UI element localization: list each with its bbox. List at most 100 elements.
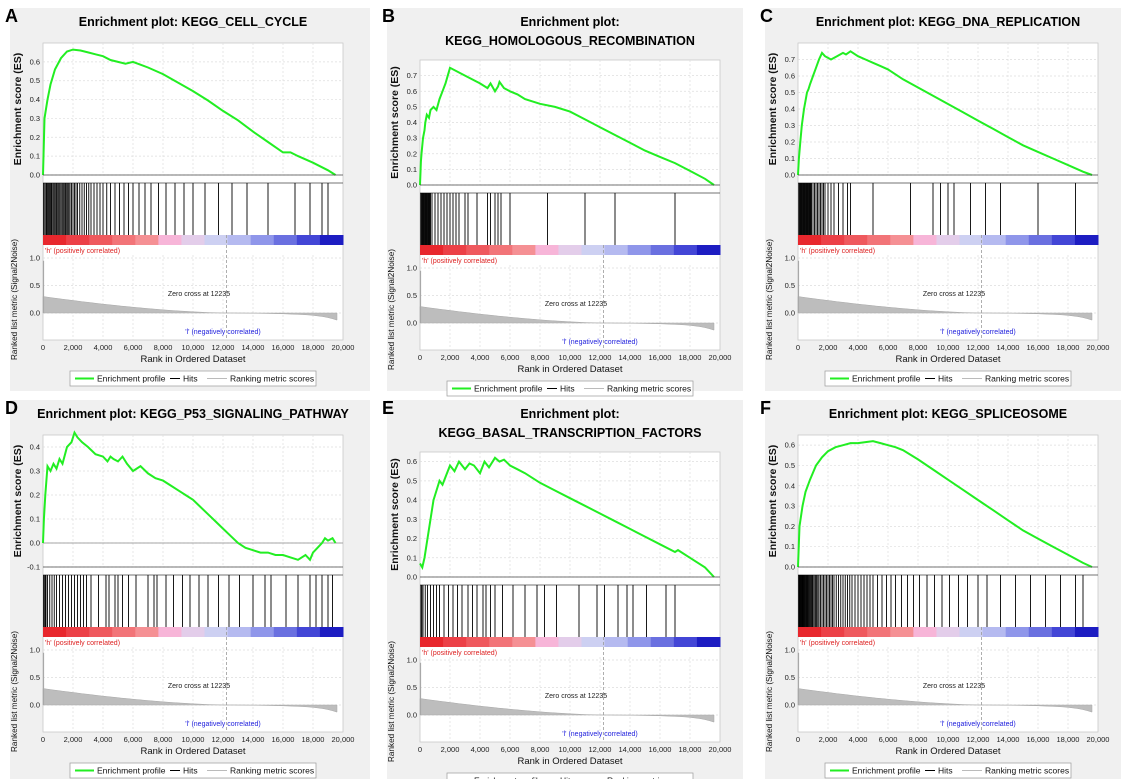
x-tick: 10,000 — [937, 735, 960, 744]
heatmap-segment — [443, 245, 467, 255]
heatmap-segment — [959, 235, 984, 245]
ranking-metric-area — [419, 306, 715, 331]
panel-label: D — [5, 398, 18, 418]
metric-y-label: Ranked list metric (Signal2Noise) — [387, 641, 396, 762]
x-axis-label: Rank in Ordered Dataset — [517, 364, 622, 375]
heatmap-segment — [1005, 627, 1030, 637]
negatively-correlated-label: 'l' (negatively correlated) — [185, 329, 260, 336]
heatmap-segment — [512, 245, 536, 255]
heatmap-segment — [673, 637, 698, 647]
x-tick: 12,000 — [589, 745, 612, 754]
metric-y-tick: 0.5 — [407, 291, 417, 300]
x-tick: 6,000 — [879, 735, 898, 744]
heatmap-segment — [89, 235, 113, 245]
metric-y-tick: 0.5 — [30, 673, 40, 682]
x-tick: 8,000 — [154, 735, 173, 744]
es-y-label: Enrichment score (ES) — [389, 66, 401, 179]
legend-enrichment-label: Enrichment profile — [97, 766, 166, 776]
panel-label: F — [760, 398, 771, 418]
es-y-tick: 0.1 — [785, 154, 795, 163]
heatmap-segment — [296, 627, 321, 637]
chart-title: Enrichment plot: KEGG_DNA_REPLICATION — [816, 15, 1080, 29]
x-tick: 6,000 — [879, 343, 898, 352]
ranking-metric-area — [419, 698, 715, 723]
es-y-tick: 0.5 — [785, 88, 795, 97]
legend-hits-label: Hits — [183, 374, 198, 384]
x-tick: 16,000 — [272, 735, 295, 744]
es-y-tick: 0.4 — [30, 95, 40, 104]
heatmap-segment — [627, 637, 652, 647]
heatmap-segment — [650, 245, 675, 255]
metric-y-tick: 1.0 — [785, 254, 795, 263]
metric-y-label: Ranked list metric (Signal2Noise) — [10, 239, 19, 360]
es-y-label: Enrichment score (ES) — [12, 53, 24, 166]
legend-box — [824, 370, 1072, 387]
x-tick: 12,000 — [212, 735, 235, 744]
heatmap-segment — [204, 235, 229, 245]
legend-hits-label: Hits — [560, 384, 575, 394]
x-tick: 20,000 — [709, 353, 732, 362]
heatmap-segment — [66, 235, 90, 245]
x-tick: 8,000 — [909, 343, 928, 352]
es-y-tick: -0.1 — [27, 563, 40, 572]
heatmap-segment — [319, 627, 344, 637]
ranking-metric-area — [42, 688, 338, 713]
panel-F: F Enrichment plot: KEGG_SPLICEOSOME 0.0 0.1… — [760, 398, 1121, 779]
es-y-tick: 0.1 — [407, 553, 417, 562]
x-axis-label: Rank in Ordered Dataset — [517, 756, 622, 767]
heatmap-segment — [319, 235, 344, 245]
heatmap-segment — [982, 235, 1007, 245]
metric-y-tick: 0.0 — [407, 319, 417, 328]
metric-y-label: Ranked list metric (Signal2Noise) — [765, 239, 774, 360]
es-y-tick: 0.1 — [785, 542, 795, 551]
metric-y-tick: 0.0 — [30, 309, 40, 318]
legend-enrichment-label: Enrichment profile — [474, 384, 543, 394]
heatmap-segment — [158, 627, 182, 637]
heatmap-segment — [1028, 235, 1053, 245]
heatmap-segment — [1051, 235, 1076, 245]
x-tick: 12,000 — [212, 343, 235, 352]
legend-metric-label: Ranking metric scores — [607, 776, 691, 779]
x-tick: 10,000 — [559, 353, 582, 362]
legend-hits-label: Hits — [938, 766, 953, 776]
heatmap-segment — [890, 627, 914, 637]
legend-box — [69, 762, 317, 779]
chart-title: KEGG_BASAL_TRANSCRIPTION_FACTORS — [439, 426, 702, 440]
x-tick: 2,000 — [64, 343, 83, 352]
x-tick: 14,000 — [997, 735, 1020, 744]
heatmap-segment — [673, 245, 698, 255]
x-tick: 4,000 — [94, 343, 113, 352]
x-axis-label: Rank in Ordered Dataset — [895, 746, 1000, 757]
positively-correlated-label: 'h' (positively correlated) — [422, 650, 497, 657]
es-y-tick: 0.5 — [407, 102, 417, 111]
x-tick: 2,000 — [819, 735, 838, 744]
es-y-tick: 0.6 — [407, 457, 417, 466]
es-y-label: Enrichment score (ES) — [767, 445, 779, 558]
x-tick: 18,000 — [1057, 343, 1080, 352]
x-tick: 14,000 — [619, 745, 642, 754]
panel-D: D Enrichment plot: KEGG_P53_SIGNALING_PAT… — [5, 398, 370, 779]
heatmap-segment — [581, 245, 606, 255]
negatively-correlated-label: 'l' (negatively correlated) — [940, 721, 1015, 728]
heatmap-segment — [512, 637, 536, 647]
x-tick: 16,000 — [272, 343, 295, 352]
heatmap-segment — [936, 235, 961, 245]
es-y-tick: 0.3 — [30, 467, 40, 476]
x-tick: 8,000 — [531, 745, 550, 754]
metric-y-tick: 0.0 — [407, 711, 417, 720]
heatmap-segment — [650, 637, 675, 647]
x-tick: 14,000 — [619, 353, 642, 362]
heatmap-segment — [890, 235, 914, 245]
heatmap-segment — [296, 235, 321, 245]
metric-y-tick: 0.5 — [785, 673, 795, 682]
zero-cross-label: Zero cross at 12235 — [168, 291, 230, 298]
x-tick: 12,000 — [967, 735, 990, 744]
negatively-correlated-label: 'l' (negatively correlated) — [940, 329, 1015, 336]
x-tick: 0 — [796, 343, 800, 352]
zero-cross-label: Zero cross at 12235 — [923, 291, 985, 298]
chart-title: KEGG_HOMOLOGOUS_RECOMBINATION — [445, 34, 695, 48]
heatmap-segment — [982, 627, 1007, 637]
es-y-tick: 0.4 — [785, 105, 795, 114]
metric-y-tick: 1.0 — [407, 264, 417, 273]
